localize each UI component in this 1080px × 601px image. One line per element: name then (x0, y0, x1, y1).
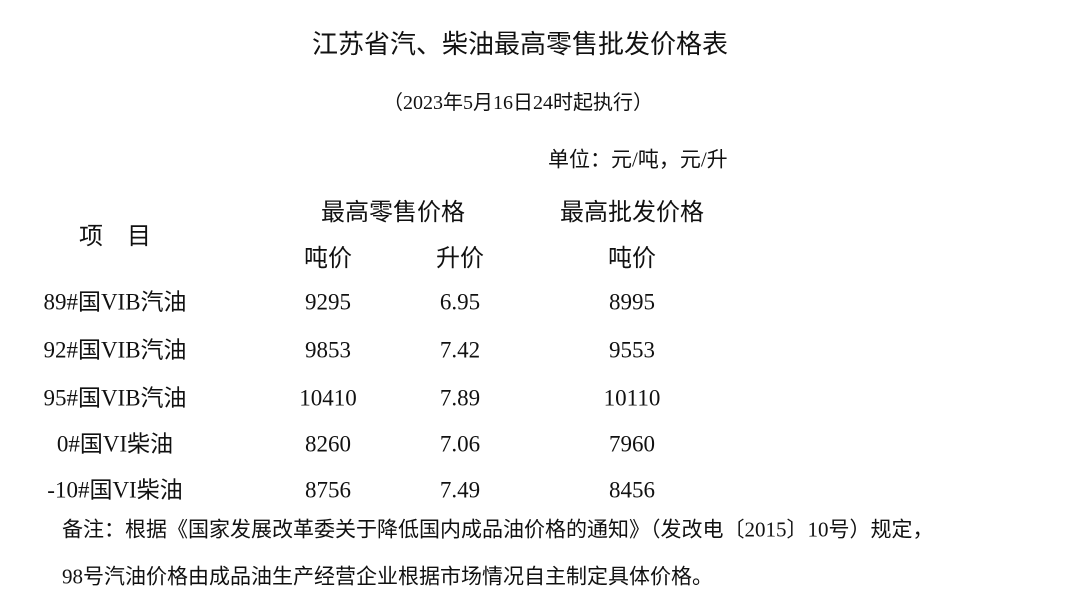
item-name: 95#国VIB汽油 (43, 385, 187, 411)
wholesale-ton-price: 10110 (603, 385, 661, 411)
wholesale-ton-price: 9553 (609, 337, 655, 363)
retail-ton-price: 9295 (305, 289, 351, 315)
retail-liter-price: 7.49 (439, 477, 481, 503)
item-name: 0#国VI柴油 (56, 431, 174, 457)
retail-ton-price: 10410 (299, 385, 357, 411)
item-name: 89#国VIB汽油 (43, 289, 187, 315)
wholesale-ton-price: 7960 (609, 431, 655, 457)
note-line: 98号汽油价格由成品油生产经营企业根据市场情况自主制定具体价格。 (62, 564, 713, 589)
wholesale-ton-price: 8456 (609, 477, 655, 503)
retail-liter-price: 7.06 (439, 431, 481, 457)
header-wholesale-ton: 吨价 (608, 244, 656, 272)
retail-liter-price: 7.89 (439, 385, 481, 411)
title: 江苏省汽、柴油最高零售批发价格表 (311, 30, 729, 60)
item-name: -10#国VI柴油 (47, 477, 183, 503)
header-item: 项 目 (79, 222, 151, 250)
wholesale-ton-price: 8995 (609, 289, 655, 315)
retail-ton-price: 9853 (305, 337, 351, 363)
retail-ton-price: 8756 (305, 477, 351, 503)
header-wholesale: 最高批发价格 (560, 198, 704, 226)
note-line: 备注：根据《国家发展改革委关于降低国内成品油价格的通知》（发改电〔2015〕10… (62, 517, 934, 542)
header-retail-ton: 吨价 (304, 244, 352, 272)
retail-ton-price: 8260 (305, 431, 351, 457)
header-retail: 最高零售价格 (321, 198, 465, 226)
retail-liter-price: 6.95 (439, 289, 481, 315)
header-retail-liter: 升价 (436, 244, 484, 272)
retail-liter-price: 7.42 (439, 337, 481, 363)
item-name: 92#国VIB汽油 (43, 337, 187, 363)
subtitle: （2023年5月16日24时起执行） (383, 92, 653, 114)
unit: 单位：元/吨，元/升 (548, 147, 728, 172)
